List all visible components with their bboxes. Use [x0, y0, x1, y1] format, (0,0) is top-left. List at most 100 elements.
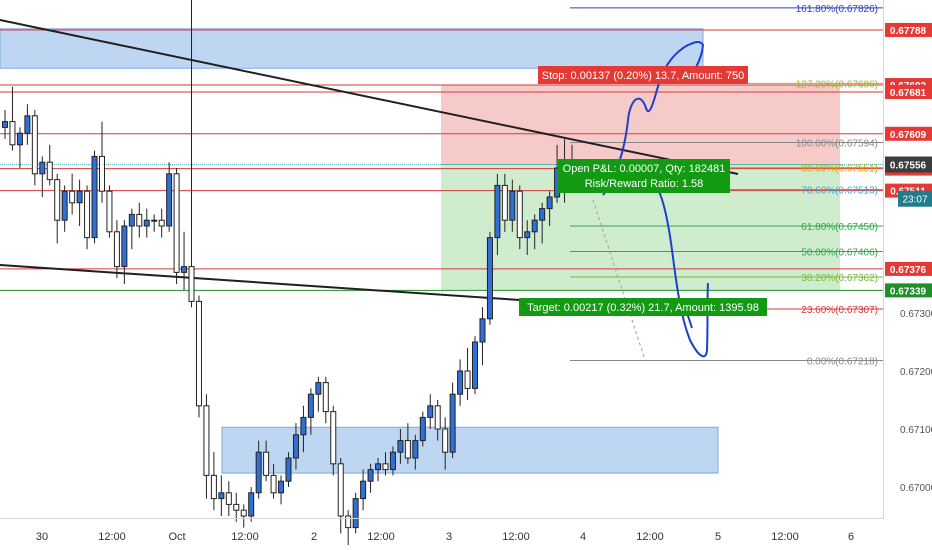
- supply-zone[interactable]: [0, 28, 704, 69]
- svg-text:0.67681: 0.67681: [890, 88, 927, 99]
- candle: [442, 417, 449, 470]
- time-tick-label: 12:00: [636, 531, 664, 543]
- time-tick-label: 5: [715, 531, 721, 543]
- candle: [128, 208, 135, 250]
- candle: [31, 110, 38, 186]
- candle: [486, 231, 493, 325]
- countdown-tag: 23:07: [898, 190, 932, 207]
- candle: [404, 423, 411, 464]
- candle: [113, 220, 120, 279]
- svg-text:Target: 0.00217 (0.32%) 21.7,: Target: 0.00217 (0.32%) 21.7, Amount: 13…: [527, 302, 759, 314]
- candle: [360, 469, 367, 511]
- price-tag: 0.67788: [885, 22, 932, 37]
- price-tag: 0.67609: [885, 126, 932, 141]
- candle: [449, 382, 456, 458]
- fib-level-label: 61.80%(0.67450): [801, 222, 878, 233]
- candle: [479, 307, 486, 366]
- candle: [464, 347, 471, 400]
- candle: [434, 400, 441, 441]
- fib-level-label: 78.60%(0.67513): [801, 185, 878, 196]
- fib-level-label: 38.20%(0.67362): [801, 273, 878, 284]
- trendlines-layer[interactable]: [0, 19, 739, 361]
- candle: [501, 173, 508, 232]
- candle: [292, 423, 299, 470]
- candle: [91, 150, 98, 244]
- candle: [2, 110, 8, 139]
- time-tick-label: 12:00: [367, 531, 395, 543]
- candle: [315, 376, 322, 412]
- time-tick-label: 6: [848, 531, 854, 543]
- svg-text:0.67609: 0.67609: [890, 130, 927, 141]
- candle: [240, 504, 247, 528]
- candle: [255, 440, 262, 499]
- candle: [121, 220, 128, 284]
- candle: [367, 463, 374, 493]
- time-tick-label: 12:00: [98, 531, 126, 543]
- zones-layer: [0, 28, 719, 474]
- time-tick-label: 12:00: [502, 531, 530, 543]
- time-tick-label: 3: [446, 531, 452, 543]
- candle: [472, 336, 479, 395]
- fib-level-label: 23.60%(0.67307): [801, 305, 878, 316]
- candle: [16, 127, 23, 168]
- time-tick-label: 30: [36, 531, 48, 543]
- candle: [203, 394, 210, 499]
- candle: [69, 173, 76, 215]
- fib-level-label: 88.60%(0.67551): [801, 163, 878, 174]
- svg-text:Open P&L: 0.00007, Qty: 182481: Open P&L: 0.00007, Qty: 182481: [563, 163, 726, 175]
- candle: [84, 185, 91, 250]
- candle: [98, 121, 105, 203]
- candle: [345, 510, 352, 545]
- candle: [263, 440, 270, 482]
- candle: [524, 220, 531, 255]
- svg-text:Risk/Reward Ratio: 1.58: Risk/Reward Ratio: 1.58: [585, 178, 704, 190]
- svg-text:Stop: 0.00137 (0.20%) 13.7, Am: Stop: 0.00137 (0.20%) 13.7, Amount: 750: [542, 70, 744, 82]
- last-price-tag: 0.67556: [885, 156, 932, 173]
- candle: [531, 214, 538, 250]
- pnl-label: Open P&L: 0.00007, Qty: 182481 Risk/Rewar…: [558, 159, 730, 193]
- candle: [210, 452, 217, 511]
- candle: [419, 411, 426, 447]
- candle: [322, 376, 329, 424]
- svg-text:23:07: 23:07: [902, 195, 927, 206]
- candle: [248, 487, 255, 522]
- time-tick-label: 2: [311, 531, 317, 543]
- demand-zone[interactable]: [221, 426, 719, 474]
- svg-text:0.67339: 0.67339: [890, 286, 927, 297]
- trendline-upper[interactable]: [0, 19, 739, 175]
- projection-dashed-line: [592, 199, 646, 361]
- candle: [457, 359, 464, 406]
- candle: [76, 179, 83, 226]
- candle: [143, 208, 150, 238]
- price-tag: 0.67339: [885, 283, 932, 298]
- candle: [375, 458, 382, 482]
- candle: [278, 475, 285, 505]
- candle: [389, 446, 396, 476]
- time-tick-label: 12:00: [231, 531, 259, 543]
- position-labels: Stop: 0.00137 (0.20%) 13.7, Amount: 750 T…: [519, 66, 767, 316]
- price-tag: 0.67376: [885, 261, 932, 276]
- time-axis[interactable]: 30 12:00 Oct 12:00 2 12:00 3 12:00 4 12:00 5 12:00 6: [0, 518, 884, 544]
- candle: [24, 104, 31, 145]
- candle: [233, 492, 240, 522]
- candle: [151, 214, 158, 232]
- candle: [106, 185, 113, 238]
- svg-text:0.67376: 0.67376: [890, 265, 927, 276]
- candle: [412, 434, 419, 470]
- candle: [516, 185, 523, 250]
- trendline-lower[interactable]: [0, 264, 521, 301]
- candle: [173, 168, 180, 284]
- candle: [337, 458, 344, 534]
- candle: [46, 144, 53, 186]
- candle: [9, 86, 16, 151]
- candle: [285, 452, 292, 487]
- price-lines-layer: [0, 29, 884, 291]
- fib-level-label: 161.80%(0.67826): [796, 4, 878, 15]
- candle: [539, 202, 546, 244]
- candle: [181, 231, 188, 290]
- candle: [300, 405, 307, 453]
- fib-level-label: 50.00%(0.67406): [801, 248, 878, 259]
